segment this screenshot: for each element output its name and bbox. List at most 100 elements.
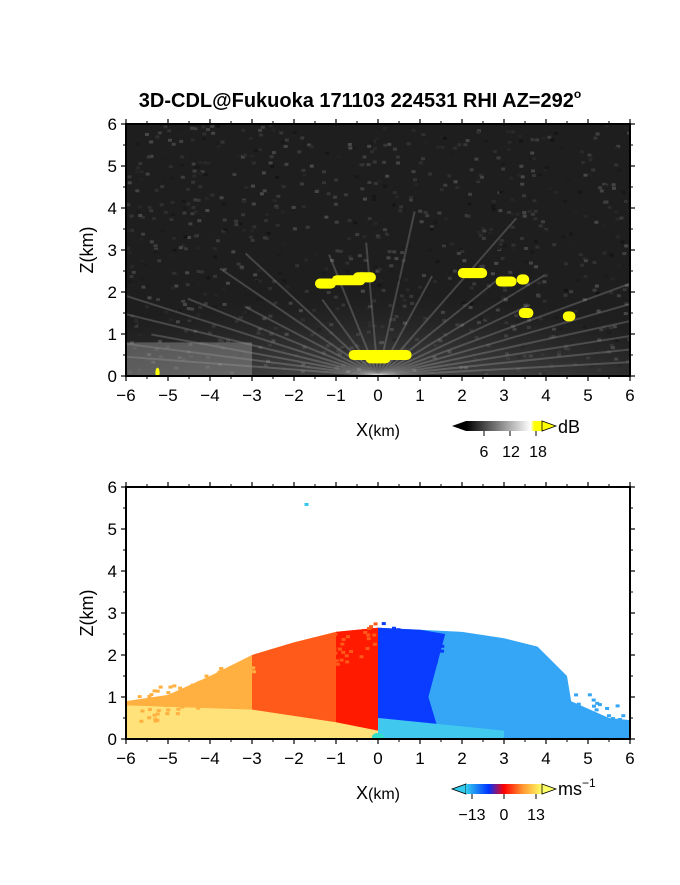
noise-pixel: [192, 174, 197, 178]
noise-pixel: [301, 204, 306, 208]
noise-pixel: [154, 188, 159, 192]
velocity-speckle: [502, 683, 507, 687]
noise-pixel: [191, 162, 196, 166]
noise-pixel: [241, 213, 246, 217]
noise-pixel: [510, 212, 515, 216]
scatter-ray: [126, 313, 379, 376]
noise-pixel: [476, 180, 481, 184]
x-tick-label: −4: [200, 386, 219, 405]
velocity-speckle: [232, 669, 237, 673]
noise-pixel: [560, 146, 565, 150]
noise-pixel: [492, 150, 497, 154]
scatter-ray: [321, 299, 379, 376]
scatter-ray: [377, 320, 630, 376]
noise-pixel: [169, 177, 174, 181]
x-tick-label: 3: [499, 749, 508, 768]
velocity-speckle: [237, 680, 242, 684]
y-tick-label: 1: [108, 325, 117, 344]
noise-pixel: [372, 140, 377, 144]
noise-pixel: [421, 157, 426, 161]
noise-pixel: [535, 245, 540, 249]
velocity-speckle: [396, 628, 401, 632]
velocity-x-axis-label: X(km): [356, 783, 400, 803]
noise-pixel: [239, 207, 244, 211]
noise-pixel: [127, 181, 132, 185]
noise-pixel: [512, 248, 517, 252]
noise-pixel: [140, 215, 145, 219]
noise-pixel: [491, 199, 496, 203]
noise-pixel: [141, 232, 146, 236]
noise-pixel: [376, 229, 381, 233]
cloud-echo: [518, 307, 534, 319]
noise-pixel: [212, 255, 217, 259]
noise-pixel: [191, 205, 196, 209]
velocity-speckle: [384, 648, 389, 652]
velocity-y-axis-label: Z(km): [77, 590, 97, 637]
noise-pixel: [219, 196, 224, 200]
noise-pixel: [571, 242, 576, 246]
noise-pixel: [385, 232, 390, 236]
noise-pixel: [180, 163, 185, 167]
noise-pixel: [500, 256, 505, 260]
colorbar-over-arrow: [541, 420, 558, 432]
noise-pixel: [283, 144, 288, 148]
noise-pixel: [614, 210, 619, 214]
strongest-negative-region: [378, 627, 446, 739]
noise-pixel: [610, 277, 615, 281]
velocity-speckle: [621, 714, 626, 718]
noise-pixel: [251, 202, 256, 206]
scatter-ray: [377, 334, 630, 376]
noise-pixel: [433, 220, 438, 224]
noise-pixel: [222, 218, 227, 222]
noise-pixel: [321, 181, 326, 185]
noise-pixel: [402, 154, 407, 158]
noise-pixel: [447, 174, 452, 178]
noise-pixel: [301, 168, 306, 172]
noise-pixel: [168, 165, 173, 169]
velocity-speckle: [365, 647, 370, 651]
velocity-speckle: [251, 666, 256, 670]
velocity-speckle: [552, 710, 557, 714]
noise-pixel: [179, 139, 184, 143]
noise-pixel: [200, 225, 205, 229]
noise-pixel: [464, 194, 469, 198]
velocity-speckle: [180, 705, 185, 709]
y-tick-label: 3: [108, 604, 117, 623]
noise-pixel: [144, 132, 149, 136]
noise-pixel: [309, 164, 314, 168]
noise-pixel: [180, 244, 185, 248]
velocity-speckle: [440, 649, 445, 653]
noise-pixel: [382, 160, 387, 164]
scatter-ray: [377, 217, 518, 376]
noise-pixel: [385, 174, 390, 178]
noise-pixel: [243, 153, 248, 157]
figure-title: 3D-CDL@Fukuoka 171103 224531 RHI AZ=292o: [139, 87, 581, 112]
velocity-speckle: [508, 682, 513, 686]
noise-pixel: [387, 250, 392, 254]
x-tick-label: −2: [284, 386, 303, 405]
velocity-speckle: [386, 639, 391, 643]
colorbar-gradient: [466, 784, 542, 794]
noise-pixel: [169, 218, 174, 222]
noise-pixel: [519, 236, 524, 240]
noise-pixel: [193, 210, 198, 214]
noise-pixel: [563, 199, 568, 203]
noise-pixel: [534, 265, 539, 269]
velocity-speckle: [396, 650, 401, 654]
noise-pixel: [622, 236, 627, 240]
noise-pixel: [149, 240, 154, 244]
velocity-speckle: [337, 647, 342, 651]
noise-pixel: [338, 249, 343, 253]
noise-pixel: [206, 128, 211, 132]
noise-pixel: [496, 246, 501, 250]
velocity-speckle: [289, 675, 294, 679]
noise-pixel: [589, 148, 594, 152]
noise-pixel: [190, 138, 195, 142]
x-tick-label: −1: [326, 749, 345, 768]
velocity-speckle: [367, 626, 372, 630]
velocity-speckle: [581, 711, 586, 715]
velocity-speckle: [215, 677, 220, 681]
noise-pixel: [496, 156, 501, 160]
velocity-colorbar: ms−1 −13 0 13: [450, 776, 596, 824]
noise-pixel: [507, 148, 512, 152]
